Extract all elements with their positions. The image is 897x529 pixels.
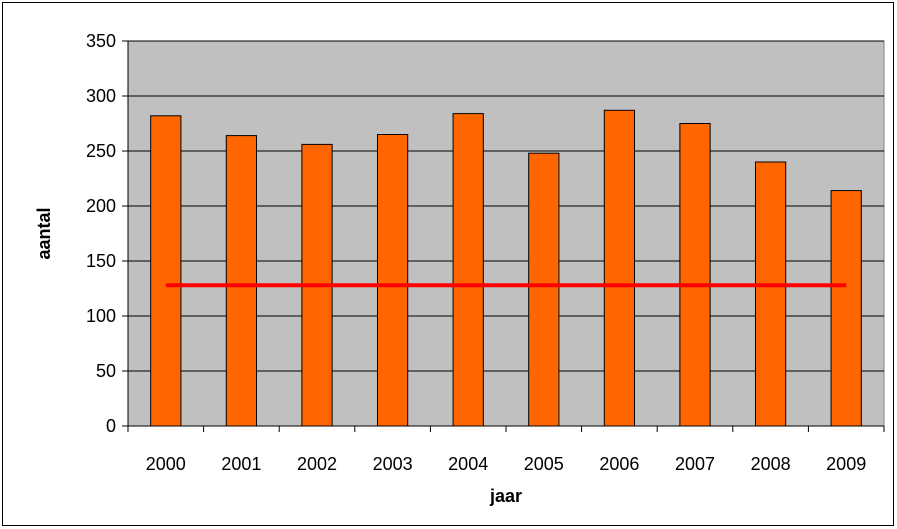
bar-2000	[150, 115, 182, 427]
bar-2007	[679, 123, 711, 427]
x-tick-label: 2004	[448, 454, 488, 474]
y-axis-title: aantal	[34, 207, 54, 259]
y-tick-label: 50	[96, 361, 116, 381]
y-tick-label: 150	[86, 251, 116, 271]
x-tick-label: 2005	[524, 454, 564, 474]
x-tick-label: 2008	[751, 454, 791, 474]
x-tick-label: 2009	[826, 454, 866, 474]
axes	[122, 40, 885, 432]
y-tick-label: 350	[86, 31, 116, 51]
y-tick-labels: 0 50 100 150 200 250 300 350	[86, 31, 116, 436]
x-tick-labels: 2000 2001 2002 2003 2004 2005 2006 2007 2008 2009	[146, 454, 866, 474]
x-tick-label: 2007	[675, 454, 715, 474]
bar-2006	[603, 109, 636, 427]
y-tick-label: 0	[106, 416, 116, 436]
bar-2001	[225, 135, 258, 427]
x-axis-title: jaar	[489, 486, 522, 506]
bar-2004	[452, 113, 484, 427]
y-tick-label: 300	[86, 86, 116, 106]
y-tick-label: 100	[86, 306, 116, 326]
bar-2003	[376, 134, 409, 427]
x-tick-label: 2000	[146, 454, 186, 474]
x-tick-label: 2006	[599, 454, 639, 474]
y-tick-label: 250	[86, 141, 116, 161]
bar-2009	[830, 190, 862, 427]
y-tick-label: 200	[86, 196, 116, 216]
x-tick-label: 2002	[297, 454, 337, 474]
bar-2008	[754, 161, 787, 427]
bar-2005	[528, 152, 560, 427]
x-tick-label: 2003	[373, 454, 413, 474]
bars	[150, 109, 862, 427]
x-tick-label: 2001	[221, 454, 261, 474]
